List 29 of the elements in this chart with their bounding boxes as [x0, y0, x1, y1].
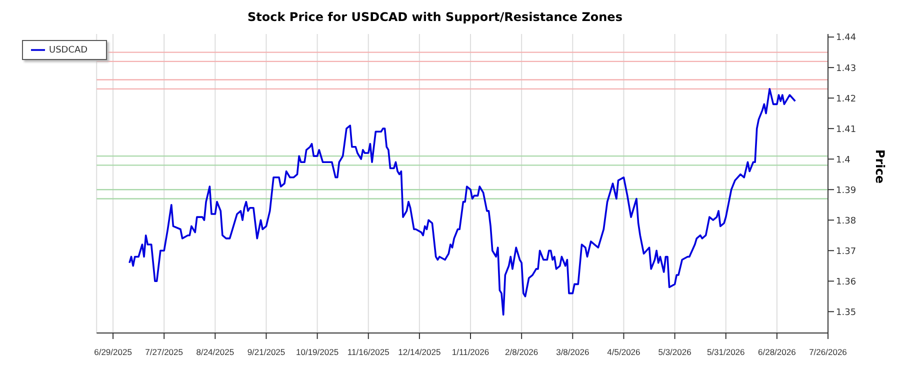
x-tick-label: 1/11/2026: [452, 347, 490, 358]
y-tick-label: 1.39: [836, 186, 856, 196]
chart-title: Stock Price for USDCAD with Support/Resistance Zones: [246, 9, 624, 26]
y-tick-label: 1.36: [836, 277, 856, 288]
y-tick-label: 1.44: [836, 33, 856, 44]
x-tick-label: 5/3/2026: [658, 347, 692, 358]
x-tick-label: 5/31/2026: [706, 347, 746, 358]
y-tick-label: 1.38: [836, 216, 856, 226]
x-tick-label: 7/27/2025: [145, 347, 184, 358]
x-tick-label: 6/28/2026: [758, 347, 796, 358]
legend-label: USDCAD: [49, 45, 88, 56]
y-tick-label: 1.41: [836, 124, 856, 135]
y-tick-label: 1.4: [836, 155, 851, 166]
y-tick-label: 1.43: [836, 64, 856, 74]
x-tick-label: 7/26/2026: [809, 347, 848, 358]
x-tick-label: 12/14/2025: [398, 347, 441, 358]
y-tick-label: 1.35: [836, 308, 856, 318]
line-series: [128, 88, 796, 316]
x-tick-label: 4/5/2026: [607, 347, 641, 358]
x-tick-label: 6/29/2025: [94, 347, 132, 358]
y-tick-label: 1.42: [836, 94, 856, 104]
x-tick-label: 3/8/2026: [556, 347, 590, 358]
x-tick-label: 9/21/2025: [247, 347, 286, 358]
x-tick-label: 8/24/2025: [196, 347, 234, 358]
x-tick-label: 11/16/2025: [347, 347, 390, 358]
x-tick-label: 2/8/2026: [505, 347, 538, 358]
y-tick-label: 1.37: [836, 246, 856, 257]
x-tick-label: 10/19/2025: [296, 347, 339, 358]
y-axis-title: Price: [872, 149, 887, 184]
